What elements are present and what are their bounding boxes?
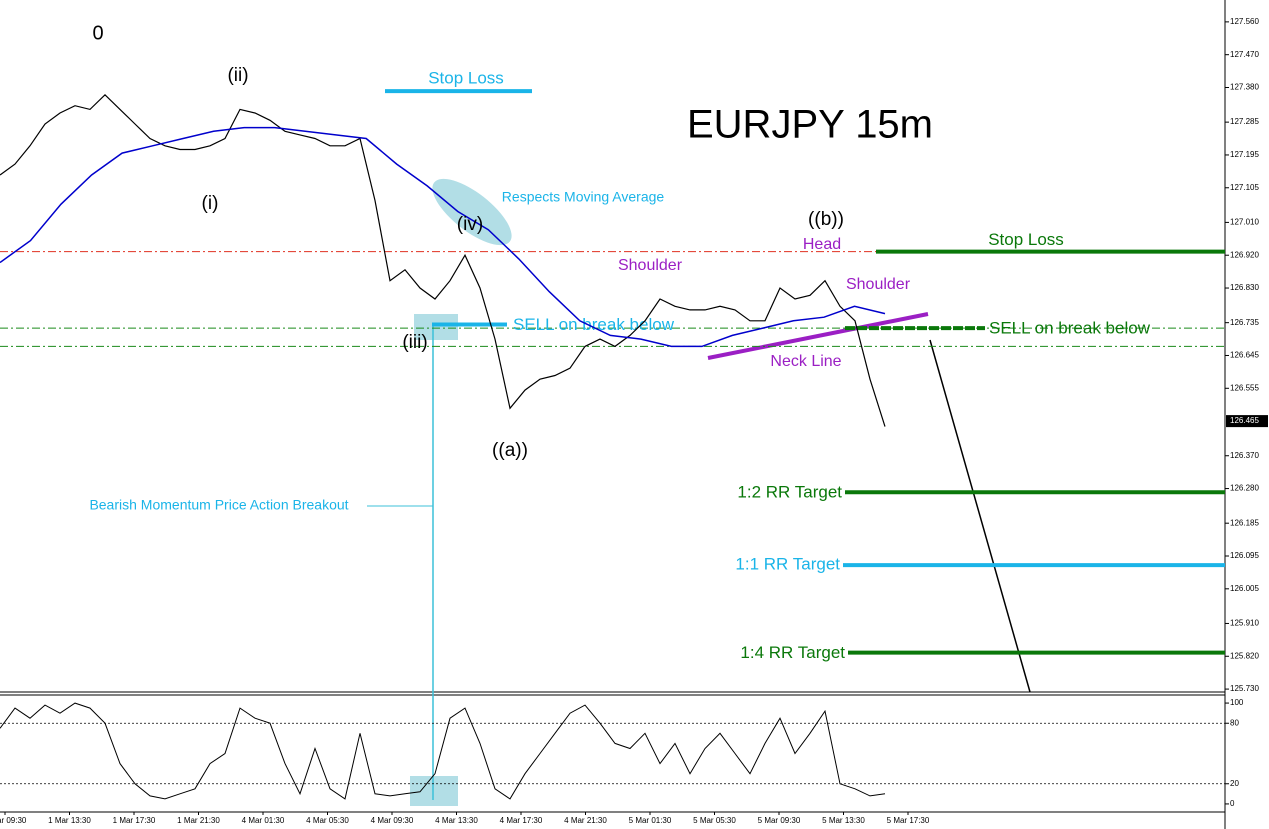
x-tick-label: 5 Mar 01:30: [629, 816, 672, 825]
x-tick-label: 4 Mar 05:30: [306, 816, 349, 825]
chart-title: EURJPY 15m: [687, 103, 933, 147]
y-tick-label: 127.010: [1230, 218, 1259, 227]
annotation: ((a)): [492, 440, 528, 461]
level-label: 1:1 RR Target: [735, 555, 840, 574]
level-label: 1:2 RR Target: [737, 483, 842, 502]
y-tick-label: 127.380: [1230, 83, 1259, 92]
x-tick-label: 1 Mar 09:30: [0, 816, 27, 825]
y-tick-label: 125.730: [1230, 684, 1259, 693]
y-tick-label: 127.470: [1230, 50, 1259, 59]
y-tick-label: 126.735: [1230, 318, 1259, 327]
y-tick-label: 126.645: [1230, 351, 1259, 360]
x-tick-label: 5 Mar 13:30: [822, 816, 865, 825]
y-tick-label: 126.280: [1230, 484, 1259, 493]
y-tick-label: 125.820: [1230, 651, 1259, 660]
annotation: Respects Moving Average: [502, 189, 665, 205]
level-label: SELL on break below: [989, 319, 1151, 338]
x-tick-label: 1 Mar 21:30: [177, 816, 220, 825]
x-tick-label: 4 Mar 21:30: [564, 816, 607, 825]
level-label: SELL on break below: [513, 315, 675, 334]
moving-average: [0, 126, 886, 348]
y2-tick-label: 80: [1230, 718, 1239, 727]
y-tick-label: 126.005: [1230, 584, 1259, 593]
annotation: (ii): [227, 65, 248, 86]
annotation: (iii): [402, 332, 427, 353]
annotation: Bearish Momentum Price Action Breakout: [89, 497, 348, 513]
x-tick-label: 1 Mar 17:30: [113, 816, 156, 825]
y-tick-label: 126.185: [1230, 518, 1259, 527]
y2-tick-label: 100: [1230, 698, 1244, 707]
y-tick-label: 127.195: [1230, 150, 1259, 159]
annotation: Shoulder: [618, 257, 683, 274]
annotation: Neck Line: [770, 353, 841, 370]
annotation: ((b)): [808, 209, 844, 230]
neck-line: [707, 312, 929, 360]
annotation: Head: [803, 236, 841, 253]
x-tick-label: 5 Mar 05:30: [693, 816, 736, 825]
y-tick-label: 127.285: [1230, 117, 1259, 126]
x-tick-label: 5 Mar 09:30: [758, 816, 801, 825]
oscillator-box: [410, 776, 458, 806]
ma-highlight: [432, 178, 512, 246]
x-tick-label: 5 Mar 17:30: [887, 816, 930, 825]
x-tick-label: 4 Mar 09:30: [371, 816, 414, 825]
annotation: 0: [92, 22, 103, 44]
level-label: 1:4 RR Target: [740, 643, 845, 662]
trend-line: [929, 339, 1031, 693]
last-price-tag: [1226, 415, 1268, 428]
y-tick-label: 126.370: [1230, 451, 1259, 460]
y-tick-label: 126.830: [1230, 283, 1259, 292]
annotation: (i): [202, 193, 219, 214]
x-tick-label: 4 Mar 01:30: [242, 816, 285, 825]
price-line: [0, 93, 886, 427]
x-tick-label: 4 Mar 13:30: [435, 816, 478, 825]
y-tick-label: 126.555: [1230, 383, 1259, 392]
y2-tick-label: 0: [1230, 799, 1235, 808]
y-tick-label: 125.910: [1230, 619, 1259, 628]
y-tick-label: 126.920: [1230, 250, 1259, 259]
y2-tick-label: 20: [1230, 779, 1239, 788]
oscillator-line: [0, 702, 886, 800]
y-tick-label: 127.105: [1230, 183, 1259, 192]
annotation: (iv): [457, 214, 483, 235]
x-tick-label: 4 Mar 17:30: [500, 816, 543, 825]
last-price-label: 126.465: [1230, 416, 1259, 425]
y-tick-label: 127.560: [1230, 17, 1259, 26]
y-tick-label: 126.095: [1230, 551, 1259, 560]
breakout-box: [414, 314, 458, 340]
level-label: Stop Loss: [988, 230, 1064, 249]
level-label: Stop Loss: [428, 69, 504, 88]
annotation: Shoulder: [846, 276, 911, 293]
x-tick-label: 1 Mar 13:30: [48, 816, 91, 825]
